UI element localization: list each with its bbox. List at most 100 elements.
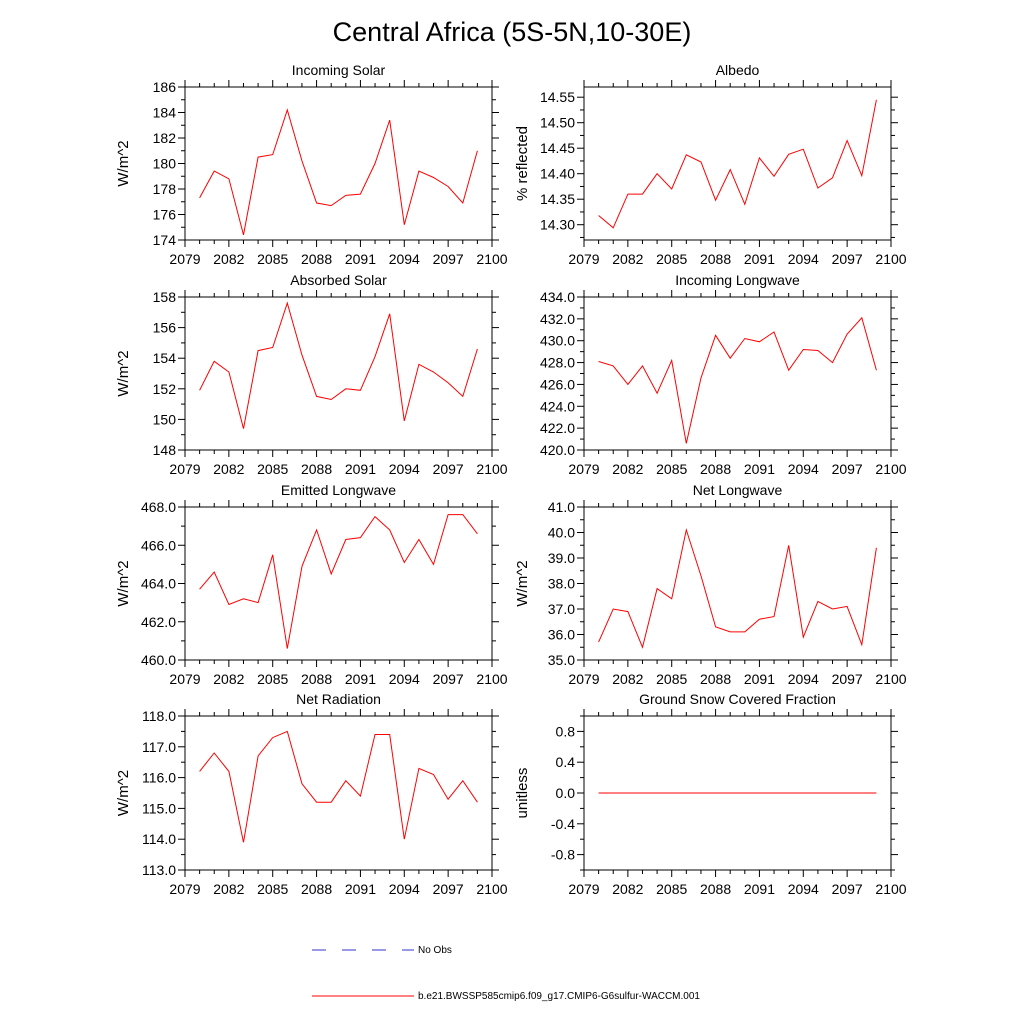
y-axis-label: unitless bbox=[514, 768, 531, 819]
series-line bbox=[598, 316, 877, 444]
x-tick-label: 2088 bbox=[301, 461, 332, 477]
x-tick-label: 2094 bbox=[788, 881, 819, 897]
x-tick-label: 2085 bbox=[257, 671, 288, 687]
y-tick-label: 158 bbox=[153, 289, 177, 305]
y-tick-label: -0.4 bbox=[551, 816, 575, 832]
x-tick-label: 2088 bbox=[700, 461, 731, 477]
panel-title: Net Radiation bbox=[296, 691, 381, 707]
x-tick-label: 2079 bbox=[169, 251, 200, 267]
y-tick-label: 430.0 bbox=[540, 333, 575, 349]
y-tick-label: 186 bbox=[153, 79, 177, 95]
x-tick-label: 2082 bbox=[612, 461, 643, 477]
y-tick-label: 113.0 bbox=[142, 862, 176, 878]
x-tick-label: 2079 bbox=[568, 671, 599, 687]
y-tick-label: 426.0 bbox=[540, 376, 575, 392]
y-tick-label: 116.0 bbox=[142, 770, 176, 786]
page-title: Central Africa (5S-5N,10-30E) bbox=[333, 17, 692, 47]
x-tick-label: 2091 bbox=[345, 671, 376, 687]
y-tick-label: 0.4 bbox=[556, 754, 576, 770]
chart-panel-8: 2079 2082 2085 2088 2091 2094 2097 2100 -0.8 -0.4… bbox=[514, 691, 907, 897]
y-axis-label: W/m^2 bbox=[115, 350, 132, 396]
y-tick-label: 180 bbox=[153, 156, 177, 172]
x-tick-label: 2097 bbox=[832, 671, 863, 687]
y-axis-label: W/m^2 bbox=[115, 140, 132, 186]
y-tick-label: 0.8 bbox=[556, 723, 576, 739]
legend-obs-label: No Obs bbox=[418, 945, 452, 956]
x-tick-label: 2097 bbox=[433, 671, 464, 687]
y-tick-label: 37.0 bbox=[548, 601, 575, 617]
panels: 2079 2082 2085 2088 2091 2094 2097 2100 174 176 17… bbox=[115, 62, 907, 897]
y-tick-label: 148 bbox=[153, 442, 177, 458]
y-tick-label: 174 bbox=[153, 232, 177, 248]
y-tick-label: 420.0 bbox=[540, 442, 575, 458]
x-tick-label: 2100 bbox=[875, 461, 906, 477]
plot-frame bbox=[184, 506, 493, 661]
panel-title: Incoming Solar bbox=[292, 62, 386, 78]
y-tick-label: 41.0 bbox=[548, 499, 575, 515]
panel-title: Emitted Longwave bbox=[281, 482, 396, 498]
y-tick-label: 466.0 bbox=[141, 537, 176, 553]
x-tick-label: 2088 bbox=[301, 671, 332, 687]
legend-model-label: b.e21.BWSSP585cmip6.f09_g17.CMIP6-G6sulf… bbox=[418, 991, 700, 1002]
x-tick-label: 2100 bbox=[476, 251, 507, 267]
x-tick-label: 2088 bbox=[301, 881, 332, 897]
y-tick-label: 156 bbox=[153, 320, 177, 336]
y-tick-label: 150 bbox=[153, 411, 177, 427]
chart-panel-1: 2079 2082 2085 2088 2091 2094 2097 2100 174 176 17… bbox=[115, 62, 508, 267]
series-line bbox=[199, 730, 478, 843]
y-tick-label: 14.45 bbox=[540, 140, 575, 156]
y-tick-label: 39.0 bbox=[548, 550, 575, 566]
x-tick-label: 2091 bbox=[744, 251, 775, 267]
x-tick-label: 2085 bbox=[257, 461, 288, 477]
x-tick-label: 2088 bbox=[301, 251, 332, 267]
x-tick-label: 2094 bbox=[788, 461, 819, 477]
y-axis-label: W/m^2 bbox=[115, 560, 132, 606]
y-tick-label: 40.0 bbox=[548, 525, 575, 541]
y-tick-label: 154 bbox=[153, 350, 177, 366]
y-tick-label: 424.0 bbox=[540, 398, 575, 414]
y-axis-label: W/m^2 bbox=[115, 770, 132, 816]
y-tick-label: 178 bbox=[153, 181, 177, 197]
x-tick-label: 2085 bbox=[656, 881, 687, 897]
series-line bbox=[598, 527, 877, 649]
x-tick-label: 2091 bbox=[345, 251, 376, 267]
y-tick-label: 428.0 bbox=[540, 355, 575, 371]
series-line bbox=[199, 514, 478, 649]
y-tick-label: 462.0 bbox=[141, 614, 176, 630]
x-tick-label: 2094 bbox=[788, 251, 819, 267]
y-tick-label: 468.0 bbox=[141, 499, 176, 515]
x-tick-label: 2100 bbox=[476, 671, 507, 687]
x-tick-label: 2088 bbox=[700, 251, 731, 267]
x-tick-label: 2088 bbox=[700, 671, 731, 687]
x-tick-label: 2100 bbox=[875, 251, 906, 267]
y-tick-label: 118.0 bbox=[142, 708, 176, 724]
y-tick-label: 176 bbox=[153, 207, 177, 223]
plot-frame bbox=[184, 86, 493, 241]
y-tick-label: 14.30 bbox=[540, 217, 575, 233]
x-tick-label: 2082 bbox=[612, 881, 643, 897]
x-tick-label: 2085 bbox=[656, 671, 687, 687]
chart-panel-7: 2079 2082 2085 2088 2091 2094 2097 2100 113.0 114… bbox=[115, 691, 508, 897]
x-tick-label: 2100 bbox=[875, 881, 906, 897]
y-tick-label: -0.8 bbox=[551, 847, 575, 863]
x-tick-label: 2082 bbox=[612, 671, 643, 687]
y-tick-label: 14.55 bbox=[540, 89, 575, 105]
x-tick-label: 2079 bbox=[169, 671, 200, 687]
y-tick-label: 117.0 bbox=[142, 739, 176, 755]
x-tick-label: 2100 bbox=[875, 671, 906, 687]
series-line bbox=[598, 99, 877, 229]
x-tick-label: 2094 bbox=[788, 671, 819, 687]
y-tick-label: 434.0 bbox=[540, 289, 575, 305]
y-tick-label: 152 bbox=[153, 381, 177, 397]
x-tick-label: 2094 bbox=[389, 251, 420, 267]
x-tick-label: 2091 bbox=[744, 461, 775, 477]
plot-frame bbox=[184, 296, 493, 451]
y-tick-label: 464.0 bbox=[141, 576, 176, 592]
y-tick-label: 0.0 bbox=[556, 785, 576, 801]
x-tick-label: 2082 bbox=[213, 881, 244, 897]
series-line bbox=[199, 108, 478, 236]
x-tick-label: 2097 bbox=[433, 251, 464, 267]
x-tick-label: 2091 bbox=[744, 881, 775, 897]
y-tick-label: 115.0 bbox=[142, 800, 176, 816]
y-tick-label: 36.0 bbox=[548, 627, 575, 643]
